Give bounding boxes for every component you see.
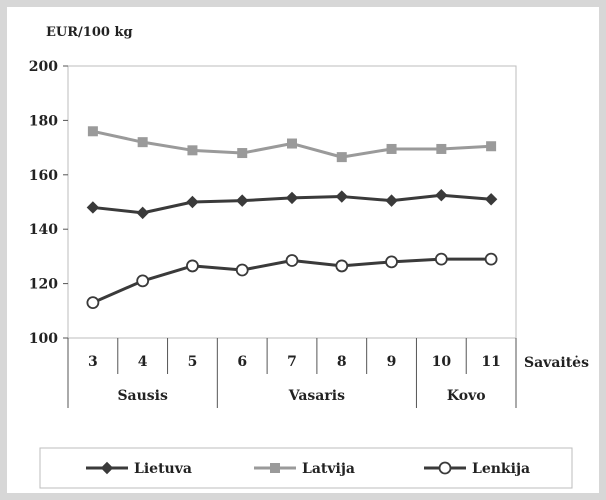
data-point-lietuva	[285, 191, 299, 205]
data-point-lietuva	[435, 188, 448, 202]
data-point-lenkija	[335, 259, 349, 273]
x-tick-label: 6	[237, 354, 247, 370]
month-label: Sausis	[117, 388, 168, 404]
data-point-lietuva	[335, 190, 348, 203]
data-point-latvija	[386, 143, 397, 154]
data-point-lenkija	[285, 254, 299, 267]
data-point-lietuva	[484, 193, 498, 206]
legend-box	[39, 447, 573, 489]
data-point-latvija	[436, 143, 447, 154]
x-tick-label: 4	[138, 354, 148, 370]
legend: Lietuva Latvija Lenkija	[86, 461, 530, 477]
data-point-latvija	[237, 148, 248, 159]
x-tick-label: 5	[188, 354, 198, 370]
data-point-latvija	[137, 137, 148, 148]
legend-marker-latvija	[270, 463, 280, 473]
y-axis: 100 120 140 160 180 200	[29, 59, 68, 347]
y-tick-label: 160	[29, 168, 58, 184]
legend-label-lenkija: Lenkija	[472, 461, 530, 477]
x-tick-label: 7	[287, 354, 297, 370]
y-tick-label: 100	[29, 331, 58, 347]
data-point-lietuva	[136, 206, 149, 220]
legend-label-lietuva: Lietuva	[134, 461, 192, 477]
y-tick-label: 140	[29, 222, 58, 238]
x-tick-label: 9	[387, 354, 397, 370]
plot-area	[67, 65, 517, 339]
data-point-lenkija	[484, 252, 498, 266]
x-tick-label: 3	[88, 354, 98, 370]
data-point-lietuva	[186, 195, 199, 209]
data-point-latvija	[87, 126, 98, 137]
series-layer	[86, 126, 498, 310]
month-groups: Sausis Vasaris Kovo	[67, 374, 517, 408]
y-tick-label: 200	[29, 59, 58, 75]
y-tick-label: 180	[29, 113, 58, 129]
x-axis-label: Savaitės	[524, 355, 589, 371]
month-label: Vasaris	[288, 388, 345, 404]
data-point-lenkija	[86, 296, 100, 310]
data-point-lietuva	[86, 201, 100, 214]
data-point-lenkija	[136, 274, 150, 288]
data-point-lietuva	[236, 194, 249, 207]
data-point-latvija	[287, 138, 297, 149]
data-point-latvija	[486, 141, 497, 152]
x-tick-label: 10	[432, 354, 452, 370]
data-point-lenkija	[235, 263, 249, 277]
legend-marker-lenkija	[438, 461, 452, 475]
legend-label-latvija: Latvija	[302, 461, 355, 477]
data-point-latvija	[336, 152, 347, 163]
x-tick-label: 11	[481, 354, 500, 370]
legend-marker-lietuva	[100, 461, 114, 475]
y-axis-label: EUR/100 kg	[46, 25, 133, 40]
data-point-lietuva	[385, 194, 398, 207]
data-point-latvija	[187, 145, 198, 156]
month-label: Kovo	[447, 388, 486, 404]
data-point-lenkija	[385, 255, 398, 269]
y-tick-label: 120	[29, 277, 58, 293]
data-point-lenkija	[186, 259, 199, 273]
x-tick-label: 8	[337, 354, 347, 370]
x-axis: 3 4 5 6 7 8 9 10 11	[67, 338, 517, 374]
data-point-lenkija	[434, 252, 448, 266]
